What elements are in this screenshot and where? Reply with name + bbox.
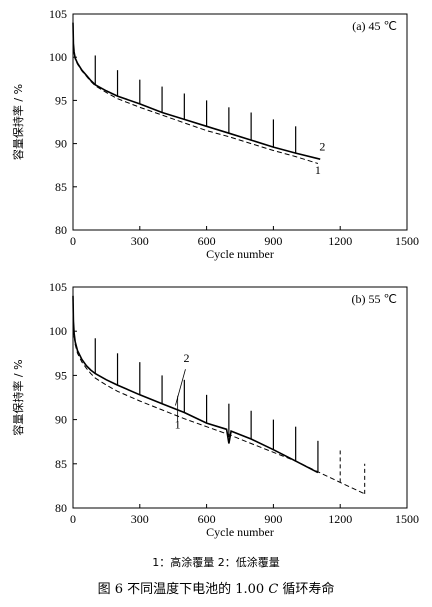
x-tick-label: 1500: [395, 234, 419, 248]
series-label: 2: [319, 140, 325, 154]
y-tick-label: 80: [55, 501, 67, 515]
caption-italic: C: [268, 582, 279, 597]
plot-frame: [72, 286, 408, 509]
y-tick-label: 90: [55, 413, 67, 427]
series-line-2: [72, 22, 321, 160]
caption-prefix: 图 6 不同温度下电池的 1.00: [97, 582, 269, 597]
x-tick-label: 1500: [395, 512, 419, 526]
chart-panel-b: 0 300 600 900 1200 1500 80 85 90 95 100 105 Cycle nu…: [11, 280, 419, 539]
x-axis-label: Cycle number: [206, 247, 274, 261]
panel-title: (a) 45 ℃: [352, 19, 397, 33]
series-line-1: [72, 22, 319, 164]
y-tick-label: 85: [55, 457, 67, 471]
x-tick-label: 0: [70, 234, 76, 248]
figure-caption: 图 6 不同温度下电池的 1.00 C 循环寿命: [0, 578, 432, 597]
legend-text: 1：高涂覆量 2：低涂覆量: [152, 556, 280, 569]
y-tick-label: 100: [49, 50, 67, 64]
y-tick-label: 100: [49, 324, 67, 338]
caption-suffix: 循环寿命: [278, 582, 335, 597]
x-axis-label: Cycle number: [206, 525, 274, 539]
plot-frame: [72, 13, 408, 231]
x-tick-label: 300: [131, 512, 149, 526]
y-tick-label: 80: [55, 223, 67, 237]
x-tick-label: 600: [198, 512, 216, 526]
x-tick-label: 600: [198, 234, 216, 248]
x-tick-label: 900: [264, 512, 282, 526]
y-tick-label: 90: [55, 137, 67, 151]
y-tick-label: 105: [49, 280, 67, 294]
y-axis-label: 容量保持率 / %: [11, 359, 25, 435]
series-line-1: [72, 295, 365, 495]
series-label: 2: [184, 351, 190, 365]
chart-panel-a: 0 300 600 900 1200 1500 80 85 90 95 100 105 Cycle nu…: [11, 7, 419, 261]
series-line-2: [72, 295, 319, 474]
y-tick-label: 95: [55, 368, 67, 382]
x-tick-label: 1200: [328, 512, 352, 526]
y-tick-label: 85: [55, 180, 67, 194]
y-tick-label: 95: [55, 93, 67, 107]
x-tick-label: 1200: [328, 234, 352, 248]
x-tick-label: 900: [264, 234, 282, 248]
series-label: 1: [315, 163, 321, 177]
x-tick-label: 300: [131, 234, 149, 248]
panel-title: (b) 55 ℃: [352, 292, 397, 306]
y-axis-label: 容量保持率 / %: [11, 84, 25, 160]
y-tick-label: 105: [49, 7, 67, 21]
x-tick-label: 0: [70, 512, 76, 526]
series-label: 1: [175, 417, 181, 431]
annotation-arrow: [175, 369, 186, 406]
